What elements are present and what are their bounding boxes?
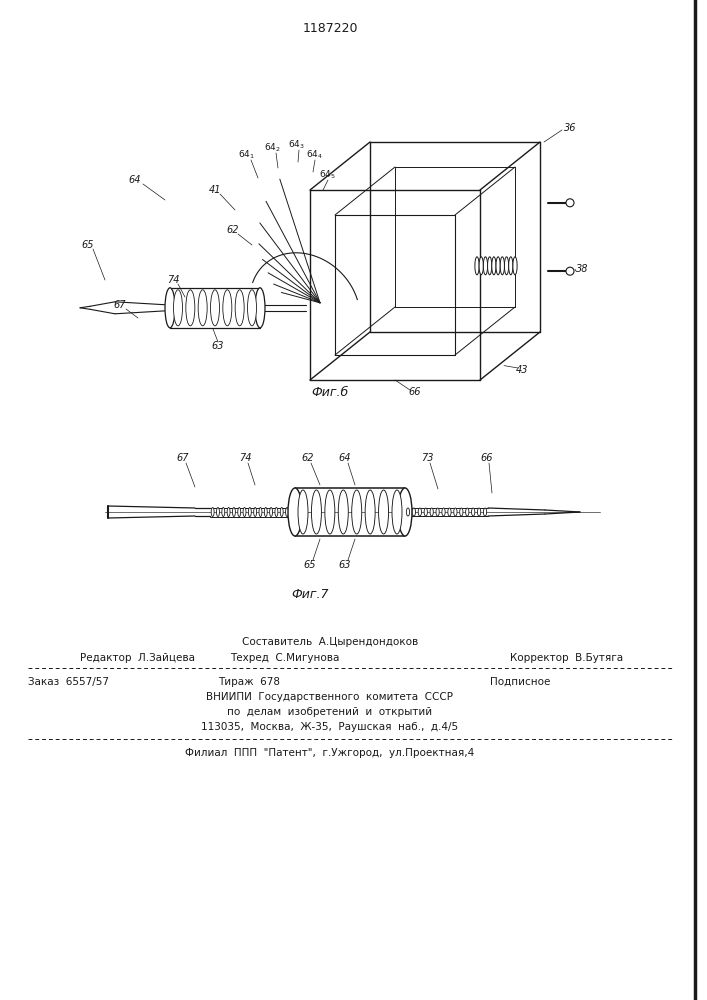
Ellipse shape — [286, 508, 288, 516]
Text: Техред  С.Мигунова: Техред С.Мигунова — [230, 653, 339, 663]
Ellipse shape — [454, 508, 457, 516]
Ellipse shape — [508, 257, 513, 275]
Text: $64_5$: $64_5$ — [320, 169, 337, 181]
Ellipse shape — [235, 290, 244, 326]
Ellipse shape — [259, 508, 262, 516]
Ellipse shape — [466, 508, 469, 516]
Ellipse shape — [442, 508, 445, 516]
Text: $64_1$: $64_1$ — [238, 149, 255, 161]
Ellipse shape — [496, 257, 501, 275]
Ellipse shape — [479, 257, 484, 275]
Ellipse shape — [436, 508, 439, 516]
Circle shape — [566, 267, 574, 275]
Ellipse shape — [247, 290, 257, 326]
Text: Заказ  6557/57: Заказ 6557/57 — [28, 677, 109, 687]
Text: Корректор  В.Бутяга: Корректор В.Бутяга — [510, 653, 623, 663]
Ellipse shape — [472, 508, 475, 516]
Text: $64_2$: $64_2$ — [264, 142, 281, 154]
Ellipse shape — [378, 490, 389, 534]
Text: Подписное: Подписное — [490, 677, 550, 687]
Text: 62: 62 — [227, 225, 239, 235]
Text: Составитель  А.Цырендондоков: Составитель А.Цырендондоков — [242, 637, 418, 647]
Ellipse shape — [211, 290, 219, 326]
Text: 36: 36 — [563, 123, 576, 133]
Ellipse shape — [351, 490, 362, 534]
Ellipse shape — [255, 288, 265, 328]
Ellipse shape — [227, 508, 230, 516]
Ellipse shape — [291, 508, 294, 516]
Ellipse shape — [484, 508, 486, 516]
Ellipse shape — [477, 508, 481, 516]
Text: $64_4$: $64_4$ — [306, 149, 324, 161]
Ellipse shape — [198, 290, 207, 326]
Ellipse shape — [248, 508, 251, 516]
Text: $64_3$: $64_3$ — [288, 139, 305, 151]
Text: Фиг.7: Фиг.7 — [291, 588, 329, 601]
Ellipse shape — [269, 508, 273, 516]
Ellipse shape — [392, 490, 402, 534]
Ellipse shape — [243, 508, 246, 516]
Text: 64: 64 — [339, 453, 351, 463]
Ellipse shape — [460, 508, 463, 516]
Ellipse shape — [233, 508, 235, 516]
Ellipse shape — [488, 257, 492, 275]
Ellipse shape — [484, 257, 488, 275]
Text: 1187220: 1187220 — [303, 21, 358, 34]
Text: 74: 74 — [167, 275, 180, 285]
Ellipse shape — [419, 508, 421, 516]
Ellipse shape — [165, 288, 175, 328]
Ellipse shape — [338, 490, 349, 534]
Ellipse shape — [365, 490, 375, 534]
Ellipse shape — [238, 508, 240, 516]
Ellipse shape — [492, 257, 496, 275]
Text: 113035,  Москва,  Ж-35,  Раушская  наб.,  д.4/5: 113035, Москва, Ж-35, Раушская наб., д.4… — [201, 722, 459, 732]
Text: ВНИИПИ  Государственного  комитета  СССР: ВНИИПИ Государственного комитета СССР — [206, 692, 453, 702]
Ellipse shape — [264, 508, 267, 516]
Text: по  делам  изобретений  и  открытий: по делам изобретений и открытий — [228, 707, 433, 717]
Ellipse shape — [504, 257, 508, 275]
Ellipse shape — [211, 508, 214, 516]
Circle shape — [566, 199, 574, 207]
Ellipse shape — [424, 508, 427, 516]
Text: 38: 38 — [575, 264, 588, 274]
Ellipse shape — [311, 490, 322, 534]
Text: Филиал  ППП  "Патент",  г.Ужгород,  ул.Проектная,4: Филиал ППП "Патент", г.Ужгород, ул.Проек… — [185, 748, 474, 758]
Text: 73: 73 — [421, 453, 433, 463]
Text: 63: 63 — [212, 341, 224, 351]
Ellipse shape — [288, 488, 302, 536]
Ellipse shape — [412, 508, 416, 516]
Text: Тираж  678: Тираж 678 — [218, 677, 280, 687]
Ellipse shape — [173, 290, 182, 326]
Text: 63: 63 — [339, 560, 351, 570]
Ellipse shape — [186, 290, 195, 326]
Ellipse shape — [280, 508, 284, 516]
Text: 64: 64 — [129, 175, 141, 185]
Ellipse shape — [222, 508, 225, 516]
Text: 65: 65 — [304, 560, 316, 570]
Ellipse shape — [448, 508, 451, 516]
Text: 67: 67 — [177, 453, 189, 463]
Ellipse shape — [398, 488, 412, 536]
Text: 41: 41 — [209, 185, 221, 195]
Text: 74: 74 — [239, 453, 251, 463]
Ellipse shape — [475, 257, 479, 275]
Ellipse shape — [501, 257, 504, 275]
Text: 65: 65 — [82, 240, 94, 250]
Text: Фиг.б: Фиг.б — [311, 385, 349, 398]
Ellipse shape — [325, 490, 335, 534]
Text: 43: 43 — [515, 365, 528, 375]
Text: Редактор  Л.Зайцева: Редактор Л.Зайцева — [80, 653, 195, 663]
Ellipse shape — [216, 508, 219, 516]
Ellipse shape — [223, 290, 232, 326]
Text: 66: 66 — [481, 453, 493, 463]
Ellipse shape — [430, 508, 433, 516]
Ellipse shape — [298, 490, 308, 534]
Ellipse shape — [407, 508, 409, 516]
Ellipse shape — [275, 508, 278, 516]
Text: 67: 67 — [114, 300, 127, 310]
Text: 62: 62 — [302, 453, 314, 463]
Ellipse shape — [254, 508, 257, 516]
Ellipse shape — [513, 257, 517, 275]
Text: 66: 66 — [409, 387, 421, 397]
